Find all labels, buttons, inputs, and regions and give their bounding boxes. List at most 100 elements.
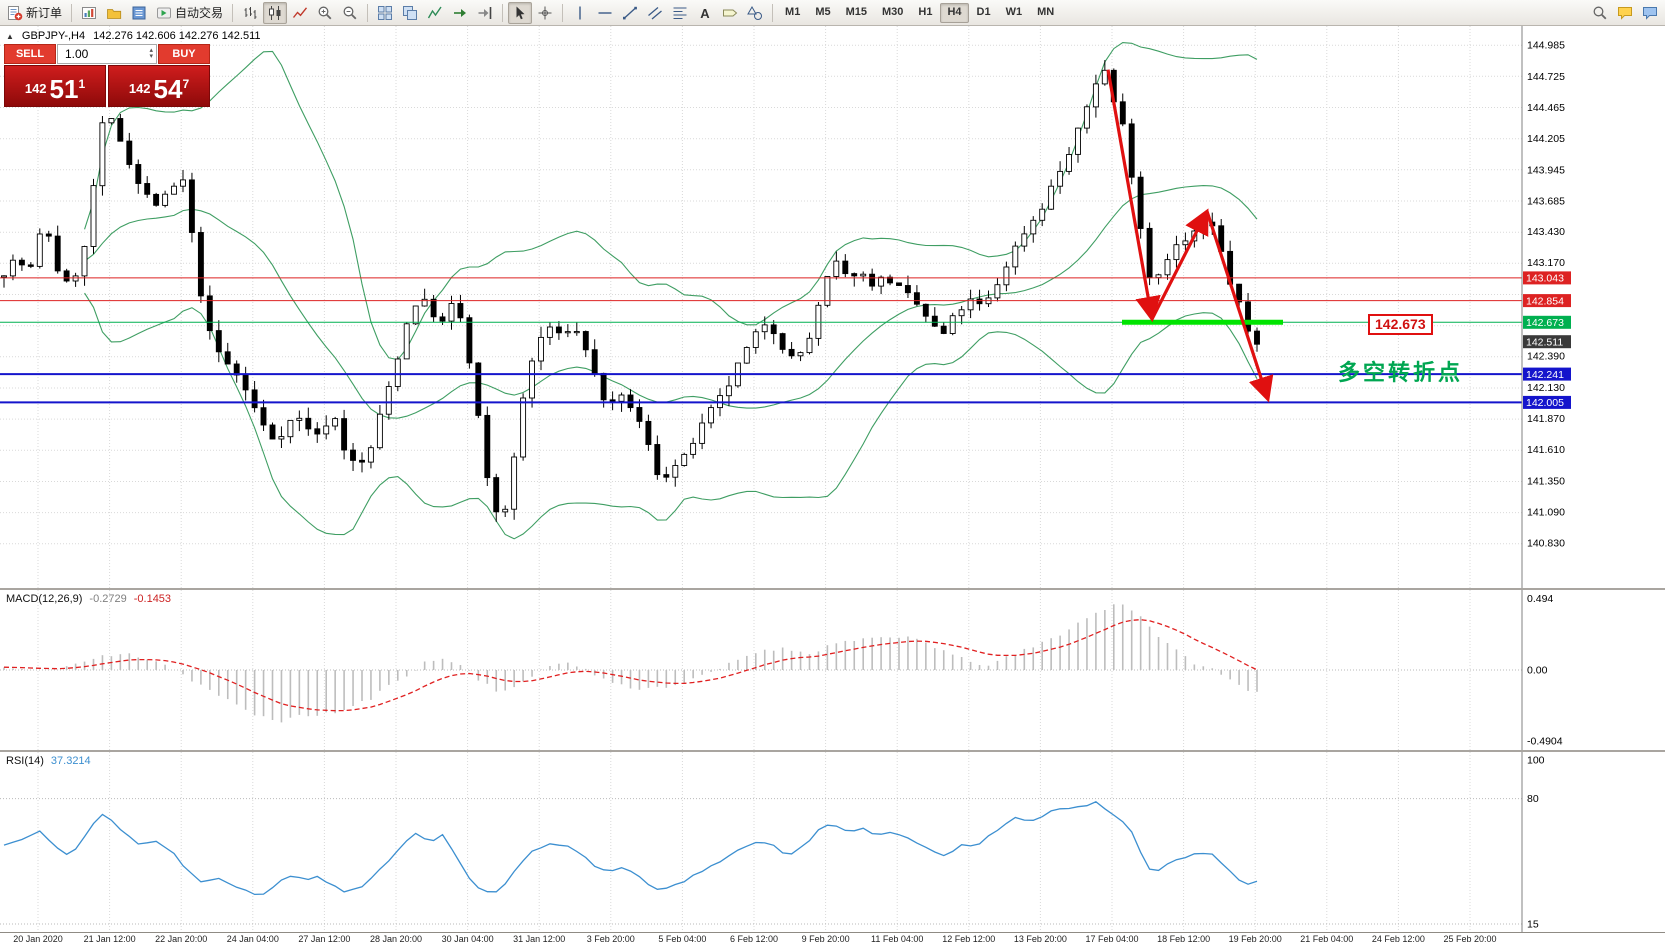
community-button[interactable] — [1638, 2, 1662, 24]
zoom-in-button[interactable] — [313, 2, 337, 24]
search-button[interactable] — [1588, 2, 1612, 24]
shapes-icon — [747, 5, 763, 21]
collapse-panel-icon[interactable]: ▲ — [6, 31, 14, 41]
time-axis-label: 18 Feb 12:00 — [1157, 934, 1211, 944]
rsi-canvas[interactable]: 100 80 15 — [0, 752, 1665, 932]
rsi-name: RSI(14) — [6, 755, 44, 767]
timeframe-d1-button[interactable]: D1 — [976, 5, 991, 18]
timeframe-w1-button[interactable]: W1 — [1005, 5, 1023, 18]
vertical-line-icon — [572, 5, 588, 21]
panel-splitter[interactable] — [0, 588, 1665, 590]
crosshair-tool-button[interactable] — [533, 2, 557, 24]
timeframe-m5-button[interactable]: M5 — [815, 5, 831, 18]
trendline-tool-button[interactable] — [618, 2, 642, 24]
chart-add-icon — [81, 5, 97, 21]
label-tool-button[interactable] — [718, 2, 742, 24]
line-chart-button[interactable] — [288, 2, 312, 24]
timeframe-m30-button[interactable]: M30 — [882, 5, 904, 18]
bollinger-bands — [84, 42, 1258, 540]
sell-button[interactable]: SELL — [4, 44, 56, 64]
volume-decrease-icon[interactable]: ▾ — [149, 53, 153, 60]
chart-shift-button[interactable] — [473, 2, 497, 24]
svg-text:140.830: 140.830 — [1527, 538, 1565, 550]
chat-icon — [1617, 5, 1633, 21]
macd-signal-value: -0.1453 — [133, 593, 172, 605]
timeframe-h4-button[interactable]: H4 — [940, 2, 969, 23]
main-chart-canvas[interactable]: 144.985 144.725 144.465 144.205 143.945 143.6… — [0, 26, 1665, 588]
toolbar-button-label: 新订单 — [26, 6, 63, 20]
autotrading-icon — [156, 5, 172, 21]
toolbar-separator — [562, 3, 564, 22]
rsi-label: RSI(14) 37.3214 — [6, 755, 91, 767]
volume-spinner: ▴ ▾ — [149, 47, 153, 60]
svg-text:142.854: 142.854 — [1526, 295, 1564, 307]
time-axis-label: 30 Jan 04:00 — [441, 934, 494, 944]
zoom-out-icon — [342, 5, 358, 21]
candlesticks — [1, 60, 1260, 522]
toolbar-separator — [772, 3, 774, 22]
candlestick-chart-button[interactable] — [263, 1, 288, 24]
zoom-in-icon — [317, 5, 333, 21]
chart-shift-icon — [477, 5, 493, 21]
cursor-tool-button[interactable] — [508, 1, 533, 24]
new-order-button[interactable]: 新订单 — [3, 2, 66, 24]
buy-price-box[interactable]: 142 54 7 — [108, 65, 210, 107]
turning-point-note[interactable]: 多空转折点 — [1338, 360, 1464, 385]
channel-tool-button[interactable] — [643, 2, 667, 24]
price-level-tag[interactable]: 142.673 — [1368, 314, 1433, 335]
sell-price-pips: 51 — [49, 74, 79, 104]
cascade-windows-button[interactable] — [398, 2, 422, 24]
autotrading-button[interactable]: 自动交易 — [152, 2, 227, 24]
tile-windows-button[interactable] — [373, 2, 397, 24]
time-axis-label: 21 Feb 04:00 — [1300, 934, 1354, 944]
shapes-tool-button[interactable] — [743, 2, 767, 24]
time-axis-label: 17 Feb 04:00 — [1085, 934, 1139, 944]
svg-text:141.350: 141.350 — [1527, 475, 1565, 487]
macd-histogram — [3, 604, 1258, 723]
time-axis-label: 5 Feb 04:00 — [658, 934, 707, 944]
rsi-panel: 100 80 15 RSI(14) 37.3214 — [0, 752, 1665, 932]
time-axis[interactable]: 20 Jan 2020 21 Jan 12:00 22 Jan 20:00 24 Ja… — [0, 932, 1665, 946]
horizontal-line-tool-button[interactable] — [593, 2, 617, 24]
text-tool-button[interactable]: A — [693, 2, 717, 24]
svg-text:0.00: 0.00 — [1527, 665, 1548, 677]
market-watch-button[interactable] — [127, 2, 151, 24]
timeframe-m1-button[interactable]: M1 — [785, 5, 801, 18]
chat-button[interactable] — [1613, 2, 1637, 24]
timeframe-m15-button[interactable]: M15 — [845, 5, 867, 18]
profiles-button[interactable] — [102, 2, 126, 24]
cursor-icon — [512, 5, 528, 21]
svg-text:100: 100 — [1527, 755, 1545, 767]
time-axis-label: 24 Feb 12:00 — [1371, 934, 1425, 944]
macd-canvas[interactable]: 0.494 0.00 -0.4904 — [0, 590, 1665, 750]
sell-price-box[interactable]: 142 51 1 — [4, 65, 106, 107]
time-axis-label: 22 Jan 20:00 — [155, 934, 208, 944]
timeframe-h1-button[interactable]: H1 — [918, 5, 933, 18]
macd-signal-line — [3, 619, 1258, 712]
svg-text:141.610: 141.610 — [1527, 444, 1565, 456]
volume-increase-icon[interactable]: ▴ — [149, 47, 153, 54]
new-chart-button[interactable] — [77, 2, 101, 24]
toolbar-separator — [232, 3, 234, 22]
indicators-button[interactable] — [423, 2, 447, 24]
svg-text:142.241: 142.241 — [1526, 369, 1564, 381]
svg-text:142.390: 142.390 — [1527, 351, 1565, 363]
buy-button[interactable]: BUY — [158, 44, 210, 64]
bar-chart-button[interactable] — [238, 2, 262, 24]
vertical-line-tool-button[interactable] — [568, 2, 592, 24]
auto-scroll-button[interactable] — [448, 2, 472, 24]
svg-text:142.005: 142.005 — [1526, 397, 1564, 409]
svg-text:-0.4904: -0.4904 — [1527, 736, 1563, 748]
market-watch-icon — [131, 5, 147, 21]
fibonacci-tool-button[interactable] — [668, 2, 692, 24]
macd-name: MACD(12,26,9) — [6, 593, 83, 605]
timeframe-mn-button[interactable]: MN — [1037, 5, 1055, 18]
volume-field[interactable]: 1.00 ▴ ▾ — [57, 44, 157, 64]
chart-ohlc-values: 142.276 142.606 142.276 142.511 — [93, 30, 261, 42]
zoom-out-button[interactable] — [338, 2, 362, 24]
trend-arrows — [1106, 69, 1274, 403]
panel-splitter[interactable] — [0, 750, 1665, 752]
time-axis-label: 13 Feb 20:00 — [1013, 934, 1067, 944]
line-chart-icon — [292, 5, 308, 21]
